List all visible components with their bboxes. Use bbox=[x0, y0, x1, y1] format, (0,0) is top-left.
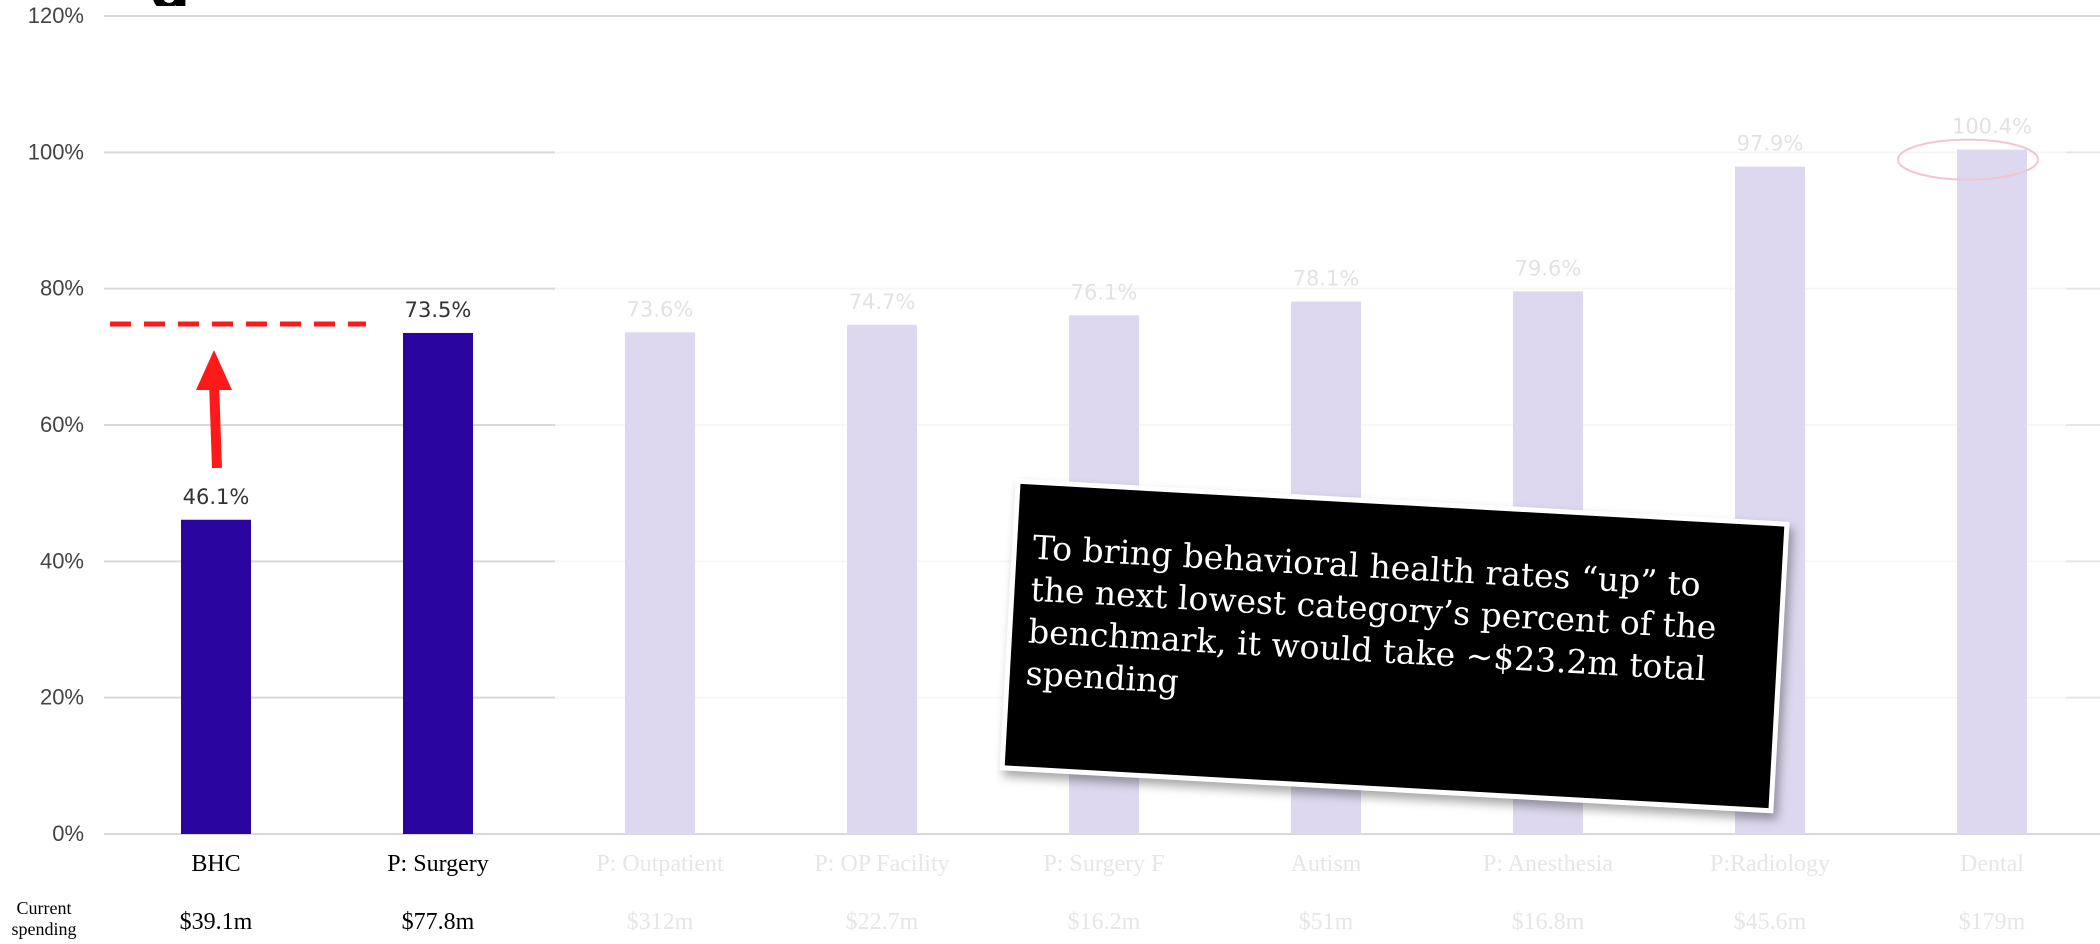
bar bbox=[1957, 149, 2027, 834]
bar bbox=[181, 519, 251, 834]
spending-label: $45.6m bbox=[1734, 909, 1807, 935]
y-tick-label: 40% bbox=[40, 548, 84, 573]
spending-label: $312m bbox=[627, 909, 694, 935]
spending-label: $179m bbox=[1959, 909, 2026, 935]
data-label: 79.6% bbox=[1515, 256, 1582, 280]
bar bbox=[403, 332, 473, 834]
y-tick-label: 60% bbox=[40, 412, 84, 437]
y-tick-label: 80% bbox=[40, 276, 84, 301]
data-label: 97.9% bbox=[1737, 132, 1804, 156]
data-label: 46.1% bbox=[183, 485, 250, 509]
highlight-circle bbox=[1897, 138, 2039, 181]
current-spending-row-label: Current spending bbox=[11, 898, 77, 939]
category-label: P:Radiology bbox=[1710, 851, 1830, 877]
spending-label: $77.8m bbox=[402, 909, 475, 935]
bar bbox=[847, 324, 917, 834]
arrow-head bbox=[196, 350, 232, 390]
arrow-shaft bbox=[209, 381, 222, 469]
category-label: P: Outpatient bbox=[596, 851, 724, 877]
data-label: 73.6% bbox=[627, 297, 694, 321]
category-label: P: Surgery bbox=[387, 851, 489, 877]
category-label: Autism bbox=[1291, 851, 1362, 877]
category-label: P: Anesthesia bbox=[1483, 851, 1613, 877]
data-label: 78.1% bbox=[1293, 267, 1360, 291]
category-label: BHC bbox=[191, 851, 240, 877]
spending-label: $16.2m bbox=[1068, 909, 1141, 935]
data-label: 73.5% bbox=[405, 298, 472, 322]
category-label: P: OP Facility bbox=[814, 851, 949, 877]
spending-label: $22.7m bbox=[846, 909, 919, 935]
category-label: P: Surgery F bbox=[1044, 851, 1165, 877]
category-label: Dental bbox=[1960, 851, 2024, 877]
spending-label: $39.1m bbox=[180, 909, 253, 935]
y-tick-label: 0% bbox=[52, 821, 84, 846]
y-tick-label: 20% bbox=[40, 685, 84, 710]
bar bbox=[625, 332, 695, 834]
callout-text: To bring behavioral health rates “up” to… bbox=[1024, 527, 1718, 701]
data-label: 100.4% bbox=[1952, 115, 2032, 139]
data-label: 74.7% bbox=[849, 290, 916, 314]
data-label: 76.1% bbox=[1071, 280, 1138, 304]
callout-box: To bring behavioral health rates “up” to… bbox=[1004, 483, 1785, 809]
y-tick-label: 100% bbox=[28, 139, 84, 164]
spending-label: $16.8m bbox=[1512, 909, 1585, 935]
spending-label: $51m bbox=[1299, 909, 1354, 935]
title-fragment: g bbox=[150, 0, 190, 6]
y-tick-label: 120% bbox=[28, 3, 84, 28]
